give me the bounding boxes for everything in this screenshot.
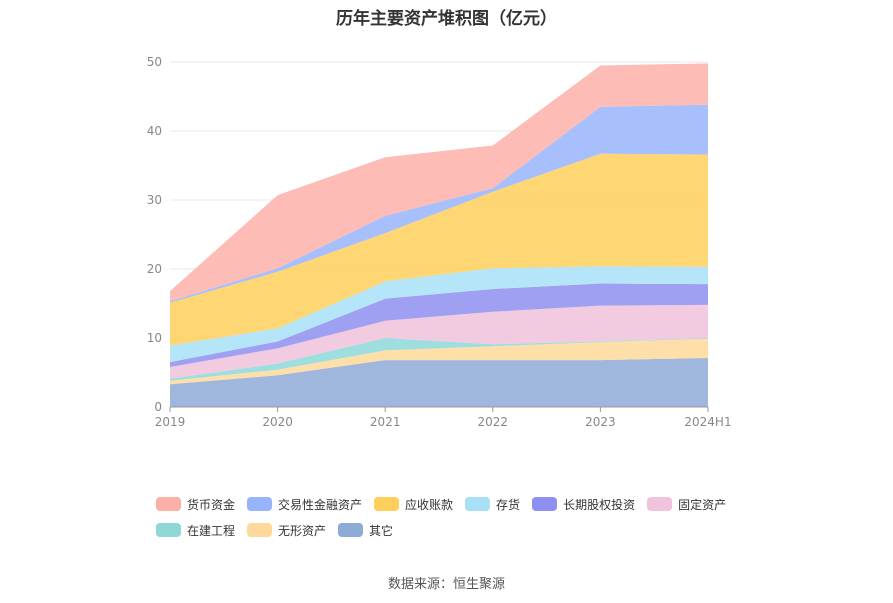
area-series-5 xyxy=(170,266,708,363)
area-series-3 xyxy=(170,304,708,379)
legend-label: 在建工程 xyxy=(187,523,236,538)
area-series-0 xyxy=(170,358,708,407)
area-series-6 xyxy=(170,153,708,346)
y-tick-label: 50 xyxy=(147,55,162,69)
y-tick-label: 0 xyxy=(154,400,162,414)
data-source: 数据来源：恒生聚源 xyxy=(387,577,505,592)
legend-label: 存货 xyxy=(496,497,521,512)
legend-item[interactable]: 其它 xyxy=(338,521,393,539)
area-series-7 xyxy=(170,104,708,303)
area-series-4 xyxy=(170,283,708,367)
legend-label: 交易性金融资产 xyxy=(278,497,363,512)
legend-item[interactable]: 长期股权投资 xyxy=(532,495,635,513)
area-series xyxy=(170,63,708,407)
x-tick-label: 2020 xyxy=(262,415,293,429)
legend-swatch xyxy=(247,497,273,511)
axes: 0 10 20 30 40 50 2019 2020 2021 2022 2023 2024H1 xyxy=(147,55,732,429)
legend-swatch xyxy=(374,497,400,511)
legend-swatch xyxy=(465,497,491,511)
legend-item[interactable]: 在建工程 xyxy=(156,521,235,539)
y-tick-label: 10 xyxy=(147,331,162,345)
legend-swatch xyxy=(156,523,181,537)
legend-swatch xyxy=(338,523,364,537)
y-tick-label: 20 xyxy=(147,262,162,276)
legend-swatch xyxy=(247,523,273,537)
x-tick-label: 2019 xyxy=(155,415,186,429)
x-tick-label: 2021 xyxy=(370,415,401,429)
area-series-1 xyxy=(170,338,708,385)
chart-title: 历年主要资产堆积图（亿元） xyxy=(336,9,557,29)
legend-label: 固定资产 xyxy=(678,497,727,512)
legend-item[interactable]: 交易性金融资产 xyxy=(247,495,362,513)
area-series-8 xyxy=(170,63,708,302)
legend-swatch xyxy=(532,497,558,511)
area-series-2 xyxy=(170,338,708,381)
legend-item[interactable]: 固定资产 xyxy=(647,495,726,513)
legend-item[interactable]: 应收账款 xyxy=(374,495,453,513)
legend-swatch xyxy=(647,497,673,511)
stacked-area-chart: 0 10 20 30 40 50 2019 2020 2021 2022 2023 2024H1 xyxy=(147,55,732,429)
legend-label: 应收账款 xyxy=(405,497,454,512)
legend-item[interactable]: 无形资产 xyxy=(247,521,326,539)
y-tick-label: 40 xyxy=(147,124,162,138)
x-tick-label: 2023 xyxy=(585,415,616,429)
x-tick-label: 2024H1 xyxy=(684,415,731,429)
chart-legend: 货币资金 交易性金融资产 应收账款 存货 长期股权投资 固定资产在建工程 无形资产 其它 xyxy=(156,495,776,547)
x-tick-label: 2022 xyxy=(478,415,509,429)
y-tick-label: 30 xyxy=(147,193,162,207)
legend-item[interactable]: 货币资金 xyxy=(156,495,235,513)
legend-swatch xyxy=(156,497,181,511)
legend-item[interactable]: 存货 xyxy=(465,495,520,513)
legend-label: 货币资金 xyxy=(187,497,236,512)
legend-label: 其它 xyxy=(369,523,394,538)
legend-label: 长期股权投资 xyxy=(563,497,636,512)
legend-label: 无形资产 xyxy=(278,523,327,538)
